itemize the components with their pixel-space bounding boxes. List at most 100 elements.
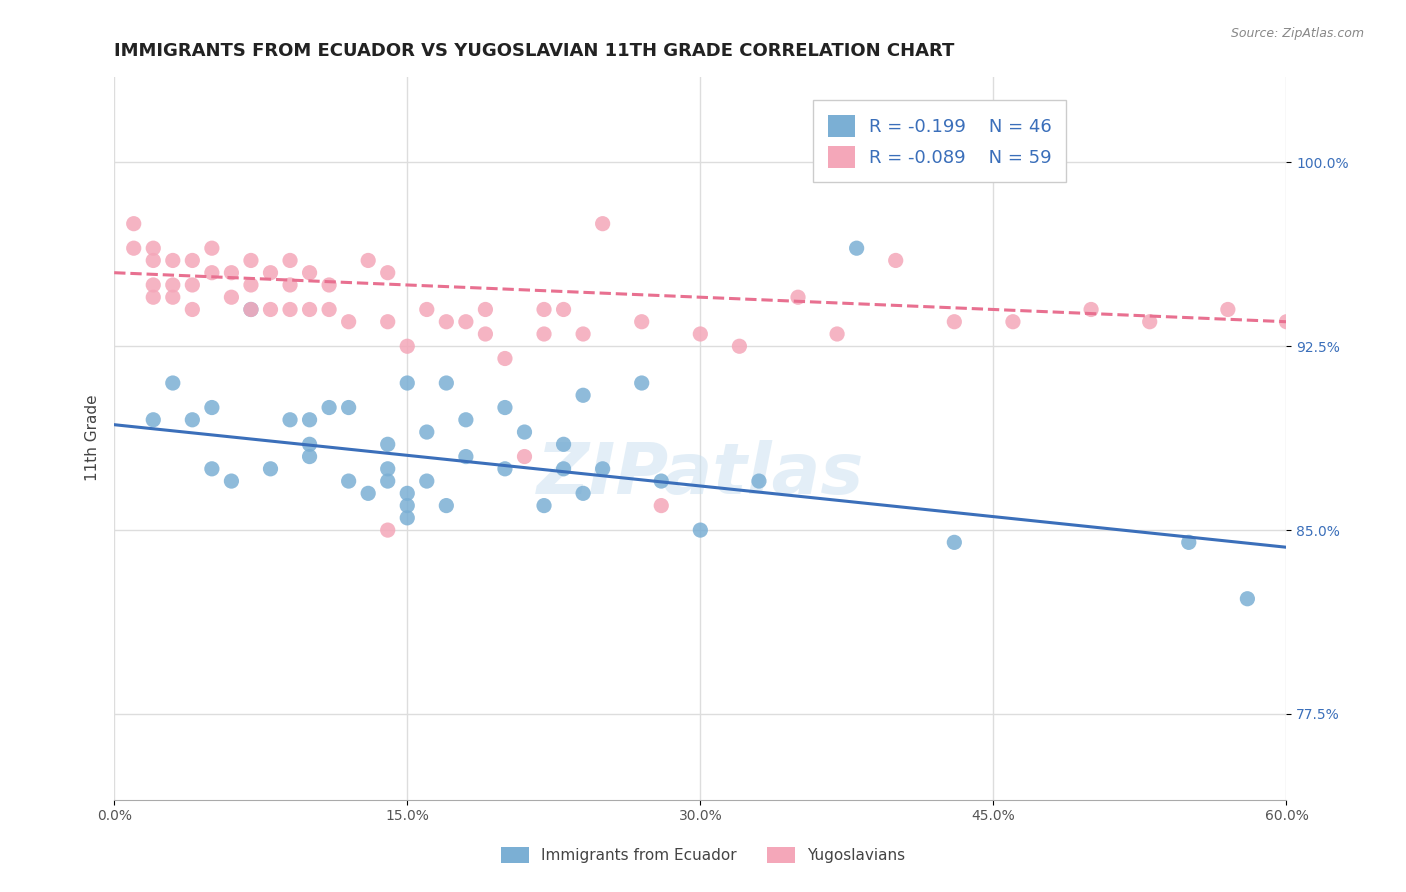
Point <box>259 302 281 317</box>
Y-axis label: 11th Grade: 11th Grade <box>86 395 100 482</box>
Legend: R = -0.199    N = 46, R = -0.089    N = 59: R = -0.199 N = 46, R = -0.089 N = 59 <box>813 100 1066 182</box>
Point <box>689 326 711 341</box>
Point <box>298 450 321 464</box>
Point <box>239 253 262 268</box>
Point <box>201 266 224 280</box>
Point <box>494 351 516 366</box>
Point <box>298 266 321 280</box>
Point <box>181 253 204 268</box>
Point <box>787 290 810 304</box>
Point <box>142 253 165 268</box>
Point <box>533 326 555 341</box>
Point <box>162 253 184 268</box>
Point <box>122 217 145 231</box>
Point <box>943 535 966 549</box>
Point <box>513 425 536 439</box>
Point <box>239 302 262 317</box>
Point <box>416 474 439 488</box>
Point <box>377 437 399 451</box>
Point <box>650 499 672 513</box>
Point <box>239 277 262 292</box>
Point <box>181 302 204 317</box>
Point <box>434 315 457 329</box>
Point <box>278 413 301 427</box>
Point <box>377 266 399 280</box>
Point <box>377 315 399 329</box>
Point <box>592 462 614 476</box>
Point <box>221 290 243 304</box>
Point <box>748 474 770 488</box>
Point <box>142 241 165 255</box>
Point <box>259 462 281 476</box>
Point <box>630 315 652 329</box>
Point <box>592 217 614 231</box>
Point <box>162 290 184 304</box>
Point <box>377 462 399 476</box>
Point <box>201 401 224 415</box>
Point <box>221 266 243 280</box>
Point <box>298 302 321 317</box>
Point <box>298 413 321 427</box>
Point <box>553 302 575 317</box>
Text: ZIPatlas: ZIPatlas <box>537 440 865 508</box>
Point <box>474 302 496 317</box>
Point <box>142 413 165 427</box>
Point <box>278 302 301 317</box>
Point <box>1216 302 1239 317</box>
Point <box>201 462 224 476</box>
Point <box>318 302 340 317</box>
Point <box>572 326 595 341</box>
Point <box>434 499 457 513</box>
Point <box>201 241 224 255</box>
Point <box>454 450 477 464</box>
Point <box>278 277 301 292</box>
Point <box>1236 591 1258 606</box>
Point <box>884 253 907 268</box>
Point <box>396 339 419 353</box>
Point <box>357 486 380 500</box>
Point <box>474 326 496 341</box>
Point <box>513 450 536 464</box>
Point <box>553 462 575 476</box>
Point <box>416 302 439 317</box>
Point <box>572 486 595 500</box>
Point <box>239 302 262 317</box>
Point <box>494 462 516 476</box>
Point <box>259 266 281 280</box>
Point <box>1139 315 1161 329</box>
Point <box>494 401 516 415</box>
Point <box>181 277 204 292</box>
Point <box>572 388 595 402</box>
Point <box>377 474 399 488</box>
Point <box>630 376 652 390</box>
Point <box>162 277 184 292</box>
Point <box>142 290 165 304</box>
Point <box>1178 535 1201 549</box>
Point <box>162 376 184 390</box>
Point <box>533 499 555 513</box>
Point <box>396 511 419 525</box>
Point <box>553 437 575 451</box>
Point <box>377 523 399 537</box>
Point <box>337 315 360 329</box>
Text: Source: ZipAtlas.com: Source: ZipAtlas.com <box>1230 27 1364 40</box>
Point <box>396 499 419 513</box>
Point <box>337 401 360 415</box>
Point <box>396 486 419 500</box>
Point <box>278 253 301 268</box>
Point <box>943 315 966 329</box>
Point <box>533 302 555 317</box>
Point <box>396 376 419 390</box>
Point <box>650 474 672 488</box>
Point <box>845 241 868 255</box>
Point <box>318 277 340 292</box>
Point <box>454 413 477 427</box>
Point <box>181 413 204 427</box>
Point <box>221 474 243 488</box>
Point <box>318 401 340 415</box>
Point <box>454 315 477 329</box>
Point <box>357 253 380 268</box>
Point <box>298 437 321 451</box>
Point <box>337 474 360 488</box>
Point <box>122 241 145 255</box>
